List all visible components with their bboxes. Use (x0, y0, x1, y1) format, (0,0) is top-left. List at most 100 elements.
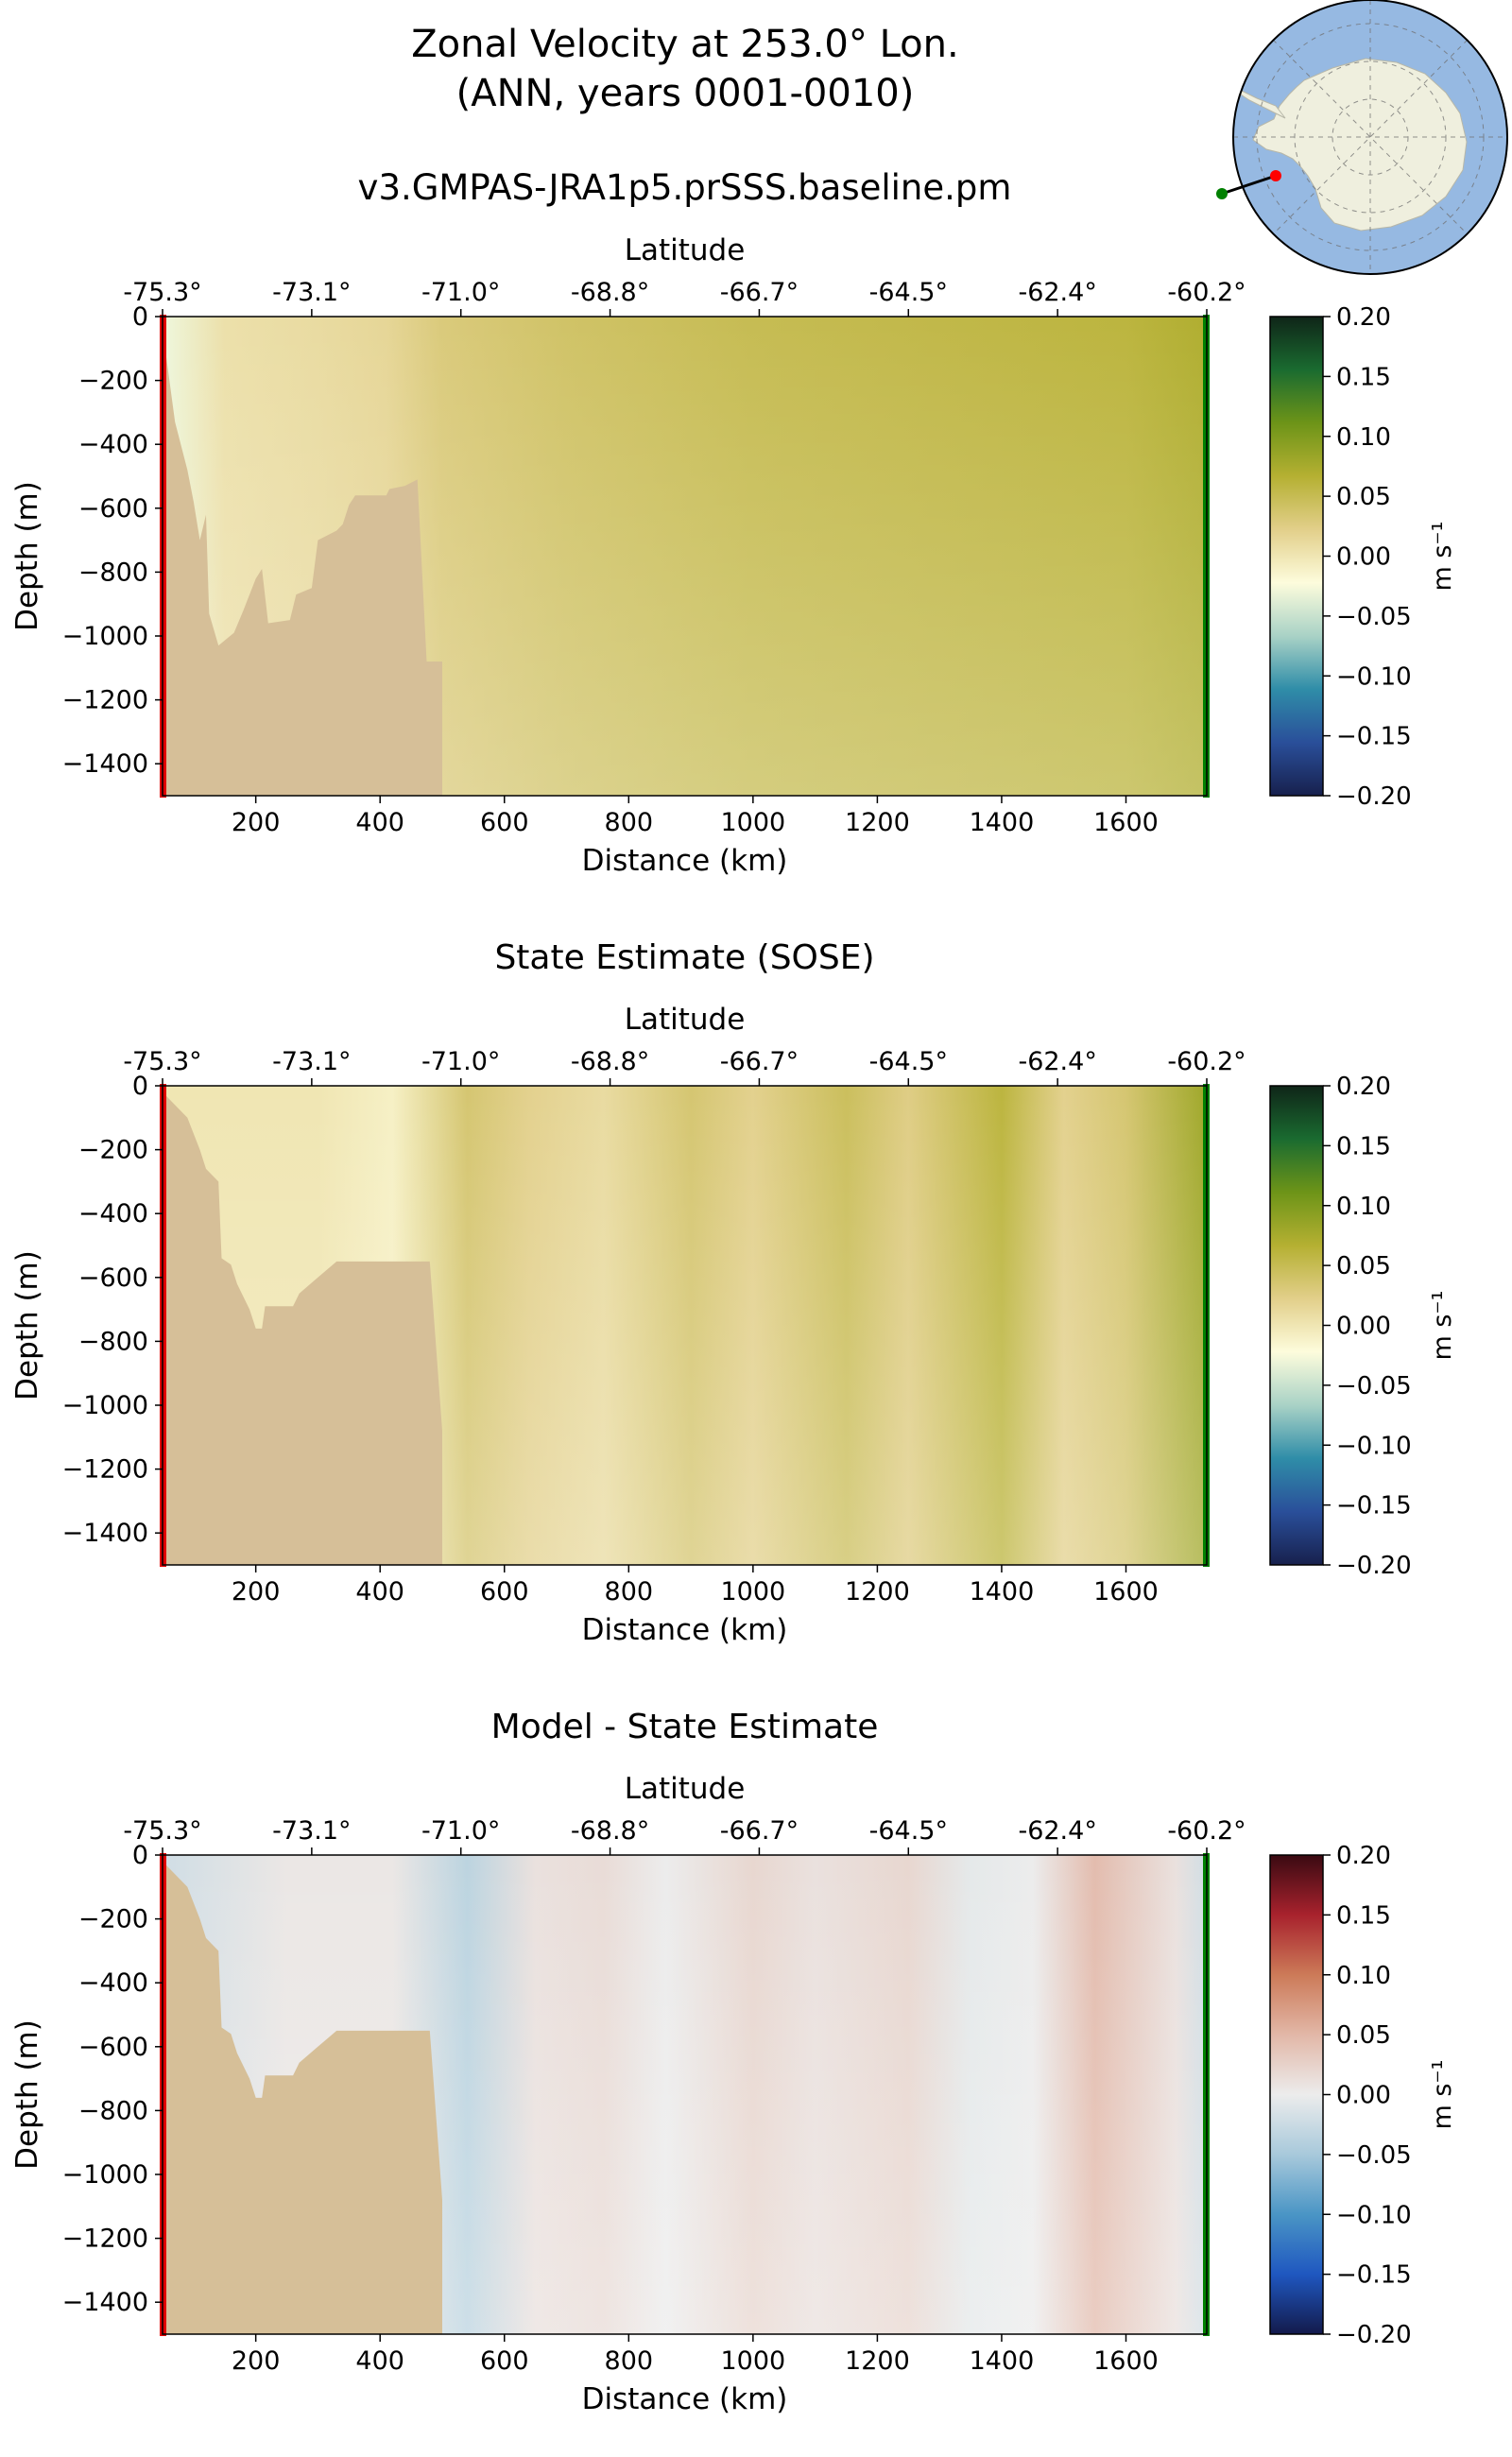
sose-lat-tick-label: -64.5° (869, 1047, 948, 1076)
difference-lat-tick-label: -68.8° (571, 1816, 649, 1846)
model-y-tick-label: −1200 (62, 686, 148, 715)
model-y-tick-label: −1000 (62, 622, 148, 651)
sose-y-tick-label: −800 (78, 1327, 148, 1356)
model-x-tick-label: 1400 (970, 808, 1035, 837)
sose-colorbar-tick-label: 0.05 (1336, 1252, 1391, 1280)
sose-lat-tick-label: -66.7° (720, 1047, 799, 1076)
sose-lat-tick-label: -62.4° (1018, 1047, 1096, 1076)
model-colorbar (1269, 316, 1324, 797)
sose-colorbar-tick-label: −0.10 (1336, 1432, 1412, 1460)
sose-colorbar (1269, 1085, 1324, 1566)
model-x-tick-label: 1600 (1093, 808, 1159, 837)
difference-y-tick-label: −1000 (62, 2160, 148, 2190)
difference-colorbar-tick-label: 0.15 (1336, 1901, 1391, 1930)
sose-y-tick-label: 0 (132, 1072, 148, 1101)
model-seafloor (163, 329, 442, 796)
difference-lat-tick-label: -60.2° (1167, 1816, 1246, 1846)
antarctic-peninsula (1233, 86, 1286, 119)
model-lat-tick-label: -66.7° (720, 278, 799, 307)
model-y-tick-label: −200 (78, 367, 148, 396)
sose-x-axis-label: Distance (km) (582, 1613, 788, 1647)
model-lat-tick-label: -75.3° (123, 278, 201, 307)
model-y-axis-label: Depth (m) (10, 481, 44, 631)
difference-seafloor (163, 1861, 442, 2334)
figure-title-line1: Zonal Velocity at 253.0° Lon. (411, 23, 958, 66)
sose-colorbar-tick-label: 0.20 (1336, 1073, 1391, 1101)
transect-start-dot (1270, 170, 1281, 181)
model-colorbar-tick-label: −0.10 (1336, 662, 1412, 691)
difference-lat-tick-label: -75.3° (123, 1816, 201, 1846)
difference-colorbar-tick-label: −0.20 (1336, 2321, 1412, 2349)
difference-colorbar-tick-label: −0.15 (1336, 2261, 1412, 2290)
model-y-tick-label: 0 (132, 302, 148, 332)
model-lat-tick-label: -64.5° (869, 278, 948, 307)
sose-lat-tick-label: -71.0° (421, 1047, 500, 1076)
model-y-tick-label: −800 (78, 558, 148, 587)
sose-lat-tick-label: -68.8° (571, 1047, 649, 1076)
difference-lat-tick-label: -71.0° (421, 1816, 500, 1846)
sose-colorbar-tick-label: 0.10 (1336, 1193, 1391, 1221)
difference-x-tick-label: 200 (232, 2346, 281, 2376)
antarctica-landmass (1252, 58, 1468, 232)
sose-y-tick-label: −400 (78, 1199, 148, 1228)
difference-x-axis-label: Distance (km) (582, 2382, 788, 2416)
sose-colorbar-tick-label: 0.15 (1336, 1132, 1391, 1160)
sose-colorbar-label: m s⁻¹ (1428, 1290, 1457, 1360)
map-graticule (1233, 0, 1507, 274)
difference-x-tick-label: 800 (605, 2346, 654, 2376)
difference-lat-tick-label: -73.1° (272, 1816, 351, 1846)
sose-colorbar-tick-label: −0.20 (1336, 1552, 1412, 1580)
sose-y-tick-label: −1200 (62, 1455, 148, 1485)
model-latitude-axis-label: Latitude (625, 233, 746, 267)
model-colorbar-tick-label: 0.05 (1336, 483, 1391, 511)
difference-colorbar-tick-label: 0.05 (1336, 2021, 1391, 2050)
difference-x-tick-label: 1600 (1093, 2346, 1159, 2376)
difference-latitude-axis-label: Latitude (625, 1772, 746, 1806)
sose-x-tick-label: 200 (232, 1577, 281, 1606)
sose-colorbar-tick-label: −0.15 (1336, 1492, 1412, 1521)
model-colorbar-tick-label: −0.05 (1336, 603, 1412, 631)
difference-lat-tick-label: -64.5° (869, 1816, 948, 1846)
difference-plot-frame (162, 1854, 1208, 2335)
sose-x-tick-label: 1600 (1093, 1577, 1159, 1606)
panel-difference: Model - State Estimate Latitude 200 400 600 8… (10, 1708, 1457, 2416)
model-panel-title: v3.GMPAS-JRA1p5.prSSS.baseline.pm (358, 167, 1012, 208)
model-lat-tick-label: -60.2° (1167, 278, 1246, 307)
difference-colorbar-tick-label: 0.20 (1336, 1842, 1391, 1870)
sose-x-tick-label: 800 (605, 1577, 654, 1606)
sose-lat-tick-label: -60.2° (1167, 1047, 1246, 1076)
model-lat-tick-label: -71.0° (421, 278, 500, 307)
sose-x-tick-label: 1400 (970, 1577, 1035, 1606)
sose-x-tick-label: 1200 (845, 1577, 910, 1606)
sose-plot-frame (162, 1085, 1208, 1566)
model-colorbar-tick-label: −0.20 (1336, 782, 1412, 811)
model-x-tick-label: 600 (480, 808, 529, 837)
model-colorbar-tick-label: 0.10 (1336, 423, 1391, 452)
sose-x-tick-label: 600 (480, 1577, 529, 1606)
model-x-tick-label: 400 (355, 808, 404, 837)
difference-lat-tick-label: -62.4° (1018, 1816, 1096, 1846)
model-colorbar-tick-label: −0.15 (1336, 723, 1412, 751)
model-x-tick-label: 1200 (845, 808, 910, 837)
difference-y-tick-label: −800 (78, 2096, 148, 2125)
model-colorbar-label: m s⁻¹ (1428, 521, 1457, 591)
model-y-tick-label: −400 (78, 430, 148, 459)
model-lat-tick-label: -73.1° (272, 278, 351, 307)
difference-x-tick-label: 1400 (970, 2346, 1035, 2376)
sose-y-tick-label: −200 (78, 1136, 148, 1165)
difference-panel-title: Model - State Estimate (491, 1708, 879, 1746)
model-plot-frame (162, 316, 1208, 797)
panel-sose: State Estimate (SOSE) Latitude 200 400 600 80… (10, 938, 1457, 1647)
difference-x-tick-label: 1000 (720, 2346, 785, 2376)
sose-y-tick-label: −600 (78, 1263, 148, 1293)
difference-colorbar (1269, 1854, 1324, 2335)
sose-seafloor (163, 1091, 442, 1565)
figure-title-line2: (ANN, years 0001-0010) (456, 72, 915, 115)
sose-y-tick-label: −1400 (62, 1519, 148, 1548)
difference-colorbar-tick-label: 0.10 (1336, 1962, 1391, 1990)
sose-y-axis-label: Depth (m) (10, 1250, 44, 1400)
model-lat-tick-label: -62.4° (1018, 278, 1096, 307)
difference-x-tick-label: 1200 (845, 2346, 910, 2376)
model-lat-tick-label: -68.8° (571, 278, 649, 307)
